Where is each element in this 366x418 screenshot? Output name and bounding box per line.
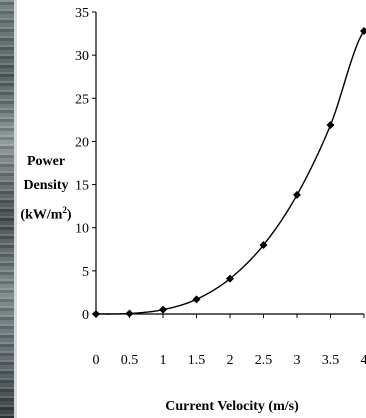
data-point <box>125 309 134 318</box>
x-ticks: 0 0.5 1 1.5 2 2.5 3 3.5 4 <box>93 314 366 368</box>
data-point <box>159 305 167 314</box>
x-tick-label: 3.5 <box>322 353 340 368</box>
y-axis-label: Power Density (kW/m2) <box>16 150 76 228</box>
x-tick-label: 1.5 <box>188 353 206 368</box>
y-tick-label: 25 <box>75 92 89 107</box>
x-tick-label: 1 <box>160 353 167 368</box>
y-tick-label: 35 <box>75 6 89 21</box>
x-tick-label: 4 <box>361 353 366 368</box>
data-point <box>226 274 234 283</box>
x-axis-label: Current Velocity (m/s) <box>165 399 299 414</box>
x-tick-label: 2 <box>227 353 234 368</box>
y-tick-label: 15 <box>75 179 89 194</box>
y-tick-label: 5 <box>82 265 89 280</box>
data-point <box>192 295 201 304</box>
photo-edge <box>14 0 17 418</box>
y-ticks: 0 5 10 15 20 25 30 35 <box>75 6 96 323</box>
x-tick-label: 2.5 <box>255 353 273 368</box>
x-tick-label: 0.5 <box>121 353 139 368</box>
data-point <box>259 240 268 249</box>
data-point <box>92 310 100 318</box>
background-water-photo <box>0 0 14 418</box>
y-axis-label-line2: Density <box>23 178 69 193</box>
y-axis-label-line1: Power <box>26 154 66 169</box>
series-markers <box>92 26 366 318</box>
y-axis-label-line3: (kW/m2) <box>20 205 72 223</box>
y-tick-label: 30 <box>75 49 89 64</box>
y-tick-label: 0 <box>82 308 89 323</box>
data-point <box>326 121 335 130</box>
series-curve <box>95 30 365 315</box>
x-tick-label: 3 <box>294 353 301 368</box>
x-tick-label: 0 <box>93 353 100 368</box>
axes <box>95 12 364 315</box>
data-point <box>293 190 301 199</box>
y-tick-label: 20 <box>75 135 89 150</box>
y-tick-label: 10 <box>75 222 89 237</box>
data-point <box>360 26 366 35</box>
